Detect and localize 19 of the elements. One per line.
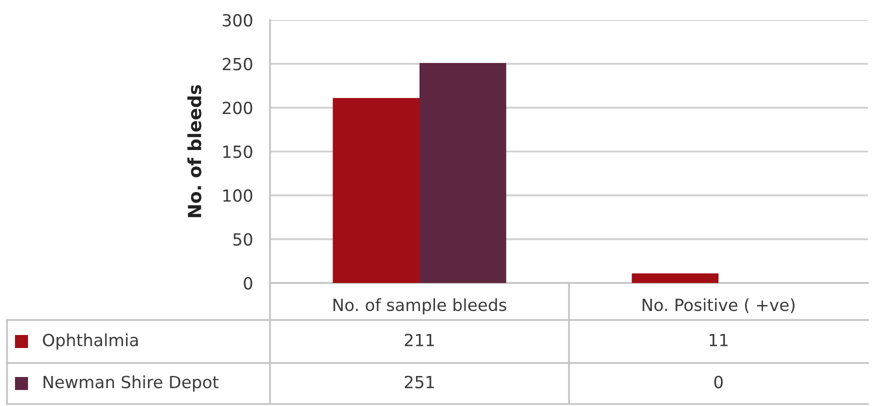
y-tick-label: 200 — [222, 102, 252, 114]
bar — [632, 273, 718, 283]
data-label: 211 — [404, 334, 434, 346]
x-tick-label: No. of sample bleeds — [334, 298, 506, 314]
y-axis-title: No. of bleeds — [187, 85, 202, 218]
data-label: 11 — [710, 334, 728, 346]
y-tick-label: 150 — [223, 145, 252, 158]
y-tick-label: 250 — [222, 58, 252, 70]
bar — [332, 98, 420, 283]
y-tick-label: 0 — [244, 276, 252, 290]
y-tick-label: 50 — [233, 233, 252, 246]
y-tick-label: 100 — [223, 189, 252, 202]
x-tick-label: No. Positive ( +ve) — [642, 298, 795, 314]
legend-label: Ophthalmia — [42, 333, 138, 350]
bar — [420, 62, 506, 283]
legend-label: Newman Shire Depot — [44, 375, 218, 392]
y-tick-label: 300 — [222, 14, 252, 27]
data-label: 0 — [714, 376, 723, 388]
data-label: 251 — [404, 376, 434, 388]
